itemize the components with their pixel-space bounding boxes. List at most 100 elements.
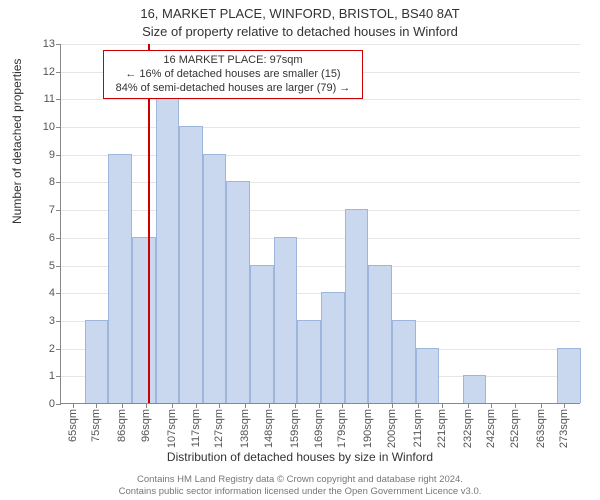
xtick-label: 200sqm bbox=[386, 409, 398, 448]
gridline bbox=[61, 44, 580, 45]
xtick-label: 96sqm bbox=[140, 409, 152, 442]
xtick-label: 107sqm bbox=[166, 409, 178, 448]
ytick-mark bbox=[56, 238, 61, 239]
footer: Contains HM Land Registry data © Crown c… bbox=[0, 474, 600, 497]
histogram-bar bbox=[203, 154, 227, 403]
ytick-mark bbox=[56, 293, 61, 294]
xtick-label: 190sqm bbox=[362, 409, 374, 448]
xtick-mark bbox=[269, 403, 270, 408]
chart-title-line2: Size of property relative to detached ho… bbox=[0, 24, 600, 39]
xtick-label: 86sqm bbox=[116, 409, 128, 442]
footer-line1: Contains HM Land Registry data © Crown c… bbox=[0, 474, 600, 485]
xtick-mark bbox=[491, 403, 492, 408]
xtick-label: 117sqm bbox=[190, 409, 202, 447]
xtick-mark bbox=[515, 403, 516, 408]
xtick-mark bbox=[122, 403, 123, 408]
ytick-label: 2 bbox=[49, 343, 55, 355]
x-axis-label: Distribution of detached houses by size … bbox=[0, 450, 600, 464]
gridline bbox=[61, 127, 580, 128]
xtick-mark bbox=[319, 403, 320, 408]
histogram-bar bbox=[392, 320, 416, 403]
xtick-label: 252sqm bbox=[509, 409, 521, 448]
histogram-bar bbox=[156, 98, 180, 403]
xtick-label: 211sqm bbox=[412, 409, 424, 447]
annotation-box: 16 MARKET PLACE: 97sqm ← 16% of detached… bbox=[103, 50, 363, 99]
gridline bbox=[61, 210, 580, 211]
xtick-label: 127sqm bbox=[213, 409, 225, 448]
xtick-mark bbox=[368, 403, 369, 408]
xtick-label: 263sqm bbox=[535, 409, 547, 448]
ytick-label: 6 bbox=[49, 232, 55, 244]
xtick-label: 138sqm bbox=[239, 409, 251, 448]
histogram-bar bbox=[226, 181, 250, 403]
ytick-label: 3 bbox=[49, 315, 55, 327]
figure: 16, MARKET PLACE, WINFORD, BRISTOL, BS40… bbox=[0, 0, 600, 500]
xtick-mark bbox=[392, 403, 393, 408]
y-axis-label: Number of detached properties bbox=[10, 59, 24, 224]
ytick-label: 8 bbox=[49, 176, 55, 188]
annotation-line2: ← 16% of detached houses are smaller (15… bbox=[110, 68, 356, 82]
ytick-mark bbox=[56, 182, 61, 183]
xtick-mark bbox=[245, 403, 246, 408]
xtick-mark bbox=[196, 403, 197, 408]
xtick-mark bbox=[442, 403, 443, 408]
footer-line2: Contains public sector information licen… bbox=[0, 486, 600, 497]
xtick-mark bbox=[219, 403, 220, 408]
histogram-bar bbox=[416, 348, 440, 403]
xtick-label: 232sqm bbox=[462, 409, 474, 448]
xtick-mark bbox=[541, 403, 542, 408]
ytick-label: 5 bbox=[49, 260, 55, 272]
annotation-line1: 16 MARKET PLACE: 97sqm bbox=[110, 54, 356, 68]
xtick-label: 65sqm bbox=[67, 409, 79, 442]
ytick-label: 7 bbox=[49, 204, 55, 216]
xtick-label: 148sqm bbox=[263, 409, 275, 448]
ytick-label: 11 bbox=[44, 93, 55, 105]
xtick-label: 159sqm bbox=[289, 409, 301, 448]
histogram-bar bbox=[274, 237, 298, 403]
xtick-mark bbox=[342, 403, 343, 408]
gridline bbox=[61, 99, 580, 100]
ytick-mark bbox=[56, 349, 61, 350]
xtick-mark bbox=[172, 403, 173, 408]
xtick-label: 169sqm bbox=[313, 409, 325, 448]
xtick-label: 221sqm bbox=[436, 409, 448, 448]
ytick-mark bbox=[56, 321, 61, 322]
annotation-line3: 84% of semi-detached houses are larger (… bbox=[110, 82, 356, 96]
histogram-bar bbox=[368, 265, 392, 403]
xtick-label: 75sqm bbox=[90, 409, 102, 442]
xtick-label: 273sqm bbox=[558, 409, 570, 448]
histogram-bar bbox=[250, 265, 274, 403]
ytick-label: 0 bbox=[49, 398, 55, 410]
ytick-mark bbox=[56, 127, 61, 128]
xtick-mark bbox=[418, 403, 419, 408]
ytick-mark bbox=[56, 72, 61, 73]
histogram-bar bbox=[463, 375, 487, 403]
ytick-label: 1 bbox=[49, 370, 55, 382]
ytick-mark bbox=[56, 155, 61, 156]
ytick-mark bbox=[56, 210, 61, 211]
chart-title-line1: 16, MARKET PLACE, WINFORD, BRISTOL, BS40… bbox=[0, 6, 600, 21]
ytick-mark bbox=[56, 404, 61, 405]
xtick-mark bbox=[73, 403, 74, 408]
histogram-bar bbox=[321, 292, 345, 403]
histogram-bar bbox=[132, 237, 156, 403]
xtick-mark bbox=[295, 403, 296, 408]
ytick-label: 9 bbox=[49, 149, 55, 161]
ytick-label: 10 bbox=[43, 121, 55, 133]
ytick-label: 13 bbox=[43, 38, 55, 50]
xtick-mark bbox=[468, 403, 469, 408]
histogram-bar bbox=[557, 348, 581, 403]
ytick-label: 12 bbox=[43, 66, 55, 78]
xtick-label: 242sqm bbox=[485, 409, 497, 448]
ytick-mark bbox=[56, 266, 61, 267]
ytick-label: 4 bbox=[49, 287, 55, 299]
ytick-mark bbox=[56, 376, 61, 377]
xtick-label: 179sqm bbox=[336, 409, 348, 448]
histogram-bar bbox=[345, 209, 369, 403]
ytick-mark bbox=[56, 99, 61, 100]
histogram-bar bbox=[297, 320, 321, 403]
gridline bbox=[61, 182, 580, 183]
ytick-mark bbox=[56, 44, 61, 45]
histogram-bar bbox=[85, 320, 109, 403]
plot-area: 01234567891011121365sqm75sqm86sqm96sqm10… bbox=[60, 44, 580, 404]
